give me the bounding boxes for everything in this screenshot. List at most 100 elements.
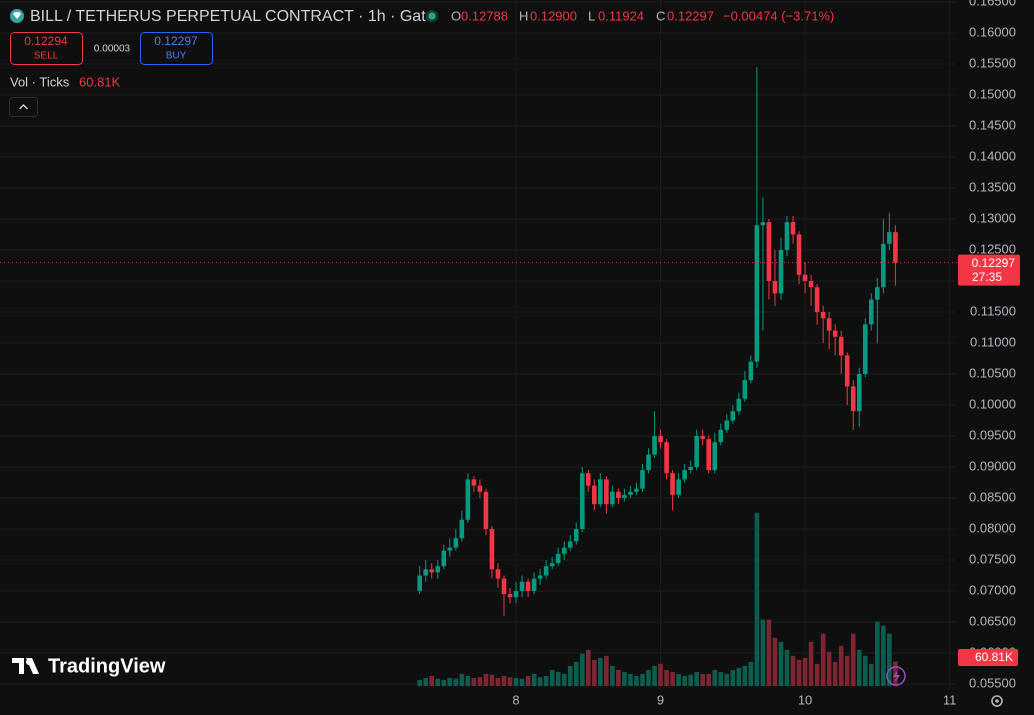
settings-icon bbox=[995, 699, 999, 703]
volume-bar bbox=[712, 669, 718, 686]
candle-body bbox=[435, 566, 441, 573]
y-tick-label: 0.11500 bbox=[970, 303, 1016, 318]
collapse-button[interactable] bbox=[9, 97, 38, 117]
candle-body bbox=[893, 232, 898, 263]
candle-body bbox=[585, 473, 591, 486]
volume-bar bbox=[489, 674, 495, 686]
volume-bar bbox=[567, 665, 573, 686]
y-tick-label: 0.08000 bbox=[969, 520, 1016, 535]
volume-bar bbox=[579, 653, 585, 686]
candle-body bbox=[869, 299, 874, 325]
volume-tag-label: 60.81K bbox=[975, 650, 1013, 664]
candle-body bbox=[453, 538, 459, 548]
candle-body bbox=[881, 243, 886, 288]
candle-body bbox=[652, 436, 657, 455]
candle-body bbox=[513, 591, 519, 598]
candle-body bbox=[622, 494, 627, 498]
buy-label: BUY bbox=[166, 51, 187, 62]
ohlc-value: 0.12900 bbox=[530, 8, 577, 23]
sell-button[interactable] bbox=[10, 32, 83, 65]
ohlc-value: 0.12788 bbox=[461, 8, 508, 23]
volume-tag bbox=[958, 649, 1018, 666]
volume-bar bbox=[658, 663, 663, 686]
volume-bar bbox=[573, 661, 579, 686]
candle-body bbox=[483, 491, 489, 529]
candle-body bbox=[477, 485, 483, 492]
volume-bar bbox=[561, 673, 567, 686]
x-tick-label: 8 bbox=[512, 692, 519, 707]
candle-body bbox=[754, 225, 760, 362]
volume-bar bbox=[826, 651, 832, 686]
candle-body bbox=[616, 491, 621, 498]
settings-button[interactable] bbox=[991, 695, 1003, 707]
x-tick-label: 11 bbox=[943, 692, 957, 707]
volume-bar bbox=[742, 665, 748, 686]
volume-bar bbox=[417, 679, 422, 686]
lightning-button[interactable] bbox=[886, 666, 906, 686]
candle-body bbox=[567, 541, 573, 548]
volume-bar bbox=[688, 674, 693, 686]
volume-bar bbox=[844, 655, 850, 686]
ohlc-value: 0.12297 bbox=[667, 8, 714, 23]
candle-body bbox=[850, 386, 856, 412]
volume-bar bbox=[700, 673, 706, 686]
candle-body bbox=[712, 442, 718, 471]
volume-bar bbox=[459, 673, 465, 686]
volume-bar bbox=[802, 657, 808, 686]
y-tick-label: 0.10500 bbox=[969, 365, 1016, 380]
candle-body bbox=[640, 470, 645, 489]
ohlc-label: L bbox=[588, 8, 595, 23]
volume-bar bbox=[790, 655, 796, 686]
volume-bar bbox=[730, 669, 736, 686]
volume-bar bbox=[881, 625, 886, 686]
candle-body bbox=[748, 361, 754, 381]
volume-bar bbox=[634, 675, 639, 686]
candle-body bbox=[875, 287, 880, 300]
volume-bar bbox=[814, 663, 820, 686]
volume-bar bbox=[543, 675, 549, 686]
candle-body bbox=[706, 439, 712, 471]
candle-body bbox=[814, 287, 820, 312]
buy-button[interactable] bbox=[140, 32, 213, 65]
volume-bar bbox=[592, 659, 597, 686]
y-tick-label: 0.16000 bbox=[969, 24, 1016, 39]
volume-pane bbox=[417, 512, 898, 686]
candle-body bbox=[634, 488, 639, 492]
candle-body bbox=[772, 281, 778, 294]
volume-title: Vol · Ticks bbox=[10, 74, 70, 89]
y-tick-label: 0.12500 bbox=[969, 241, 1016, 256]
candle-body bbox=[802, 274, 808, 281]
volume-bar bbox=[862, 655, 868, 686]
volume-bar bbox=[441, 679, 447, 686]
candle-body bbox=[856, 374, 862, 412]
volume-bar bbox=[706, 673, 712, 686]
candle-body bbox=[441, 550, 447, 567]
volume-bar bbox=[495, 677, 501, 686]
volume-bar bbox=[628, 673, 633, 686]
y-tick-label: 0.08500 bbox=[969, 489, 1016, 504]
candle-body bbox=[724, 420, 730, 430]
y-tick-label: 0.06500 bbox=[969, 613, 1016, 628]
candle-body bbox=[742, 380, 748, 399]
candle-body bbox=[646, 454, 651, 471]
volume-bar bbox=[519, 678, 525, 686]
y-tick-label: 0.13500 bbox=[969, 179, 1016, 194]
volume-bar bbox=[471, 677, 477, 686]
candle-body bbox=[573, 529, 579, 542]
volume-bar bbox=[513, 677, 519, 686]
volume-bar bbox=[796, 659, 802, 686]
volume-bar bbox=[598, 657, 603, 686]
y-tick-label: 0.14000 bbox=[969, 148, 1016, 163]
overlay: BILL / TETHERUS PERPETUAL CONTRACT · 1h … bbox=[0, 0, 1020, 707]
y-tick-label: 0.07500 bbox=[969, 551, 1016, 566]
ohlc-label: C bbox=[656, 8, 665, 23]
volume-bar bbox=[754, 512, 760, 686]
candle-body bbox=[670, 473, 675, 495]
volume-bar bbox=[435, 678, 441, 686]
candle-body bbox=[417, 575, 422, 591]
candle-body bbox=[820, 312, 826, 319]
volume-bar bbox=[477, 677, 483, 686]
spread: 0.00003 bbox=[94, 44, 131, 55]
candle-body bbox=[592, 485, 597, 505]
